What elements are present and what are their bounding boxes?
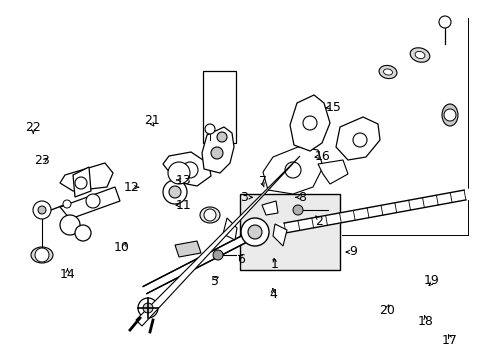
Polygon shape xyxy=(263,147,323,194)
Text: 23: 23 xyxy=(34,154,49,167)
Circle shape xyxy=(33,201,51,219)
Text: 17: 17 xyxy=(441,334,457,347)
Polygon shape xyxy=(262,201,278,215)
Ellipse shape xyxy=(441,104,457,126)
Text: 18: 18 xyxy=(417,315,432,328)
Circle shape xyxy=(213,250,223,260)
Text: 3: 3 xyxy=(240,191,248,204)
Circle shape xyxy=(438,16,450,28)
Ellipse shape xyxy=(31,247,53,263)
Circle shape xyxy=(203,209,216,221)
Circle shape xyxy=(241,218,268,246)
Circle shape xyxy=(86,194,100,208)
Circle shape xyxy=(247,225,262,239)
Circle shape xyxy=(303,116,316,130)
Text: 11: 11 xyxy=(176,199,191,212)
Text: 19: 19 xyxy=(423,274,438,287)
Polygon shape xyxy=(289,95,329,151)
Text: 6: 6 xyxy=(237,253,244,266)
Text: 8: 8 xyxy=(298,191,305,204)
Ellipse shape xyxy=(383,69,392,75)
Text: 1: 1 xyxy=(270,258,278,271)
Circle shape xyxy=(38,206,46,214)
Circle shape xyxy=(163,180,186,204)
Circle shape xyxy=(75,177,87,189)
Circle shape xyxy=(443,109,455,121)
Text: 22: 22 xyxy=(25,121,41,134)
Text: 14: 14 xyxy=(60,268,75,281)
Circle shape xyxy=(35,248,49,262)
Polygon shape xyxy=(163,152,210,186)
Text: 5: 5 xyxy=(211,275,219,288)
Ellipse shape xyxy=(378,66,396,78)
Text: 2: 2 xyxy=(314,215,322,228)
Ellipse shape xyxy=(414,51,424,59)
Polygon shape xyxy=(136,156,299,326)
Text: 12: 12 xyxy=(124,181,140,194)
Text: 7: 7 xyxy=(259,175,266,188)
Polygon shape xyxy=(272,224,286,246)
Text: 4: 4 xyxy=(268,288,276,301)
Circle shape xyxy=(169,186,181,198)
Polygon shape xyxy=(335,117,379,160)
Circle shape xyxy=(142,303,153,313)
Text: 21: 21 xyxy=(143,114,159,127)
Text: 13: 13 xyxy=(175,174,191,186)
Polygon shape xyxy=(175,241,201,257)
Polygon shape xyxy=(202,127,234,173)
Circle shape xyxy=(217,132,226,142)
Circle shape xyxy=(285,162,301,178)
Text: 9: 9 xyxy=(348,246,356,258)
Text: 15: 15 xyxy=(325,101,341,114)
Text: 20: 20 xyxy=(379,304,394,317)
Circle shape xyxy=(210,147,223,159)
Polygon shape xyxy=(317,160,347,184)
Ellipse shape xyxy=(409,48,429,62)
Ellipse shape xyxy=(200,207,220,223)
Polygon shape xyxy=(60,187,120,219)
Circle shape xyxy=(138,298,158,318)
Circle shape xyxy=(63,200,71,208)
Bar xyxy=(239,194,339,270)
Polygon shape xyxy=(60,163,113,191)
Polygon shape xyxy=(223,218,237,240)
Text: 10: 10 xyxy=(113,241,129,254)
Text: 16: 16 xyxy=(314,150,330,163)
Polygon shape xyxy=(73,167,91,197)
Circle shape xyxy=(204,124,215,134)
Circle shape xyxy=(182,162,198,178)
Circle shape xyxy=(60,215,80,235)
Bar xyxy=(203,71,236,143)
Circle shape xyxy=(75,225,91,241)
Circle shape xyxy=(292,205,303,215)
Circle shape xyxy=(352,133,366,147)
Circle shape xyxy=(168,162,190,184)
